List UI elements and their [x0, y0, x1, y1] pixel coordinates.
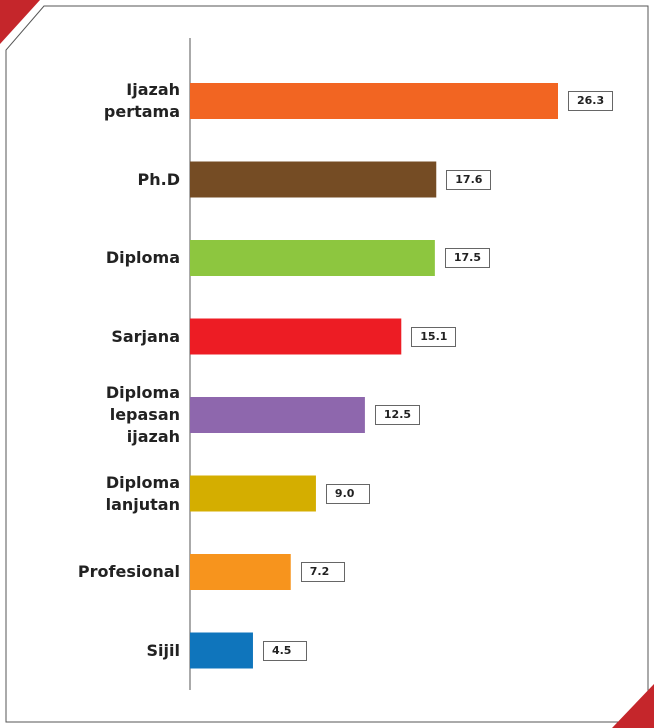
value-label: 17.5 [444, 248, 490, 268]
category-label: Sarjana [111, 326, 180, 346]
bar [190, 83, 558, 119]
bar [190, 397, 365, 433]
category-label: Diploma lepasan ijazah [105, 383, 180, 446]
value-label: 9.0 [325, 483, 370, 504]
value-label: 4.5 [262, 640, 307, 661]
category-label: Ijazah pertama [103, 80, 180, 121]
frame [5, 5, 649, 723]
category-label: Sijil [146, 640, 180, 660]
category-label: Diploma lanjutan [105, 472, 180, 514]
corner-decoration [0, 0, 40, 44]
bar [190, 318, 402, 355]
bar [190, 632, 253, 669]
value-label: 15.1 [411, 326, 457, 347]
bar [190, 475, 316, 512]
category-label: Ph.D [137, 169, 180, 189]
bar [190, 240, 435, 276]
category-label: Diploma [105, 248, 180, 267]
value-label: 7.2 [300, 562, 345, 582]
value-label: 26.3 [568, 91, 614, 111]
bar [190, 161, 437, 198]
value-label: 17.6 [446, 169, 492, 190]
bar [190, 554, 291, 590]
category-label: Profesional [77, 562, 180, 581]
corner-decoration [612, 684, 654, 728]
value-label: 12.5 [374, 405, 421, 425]
